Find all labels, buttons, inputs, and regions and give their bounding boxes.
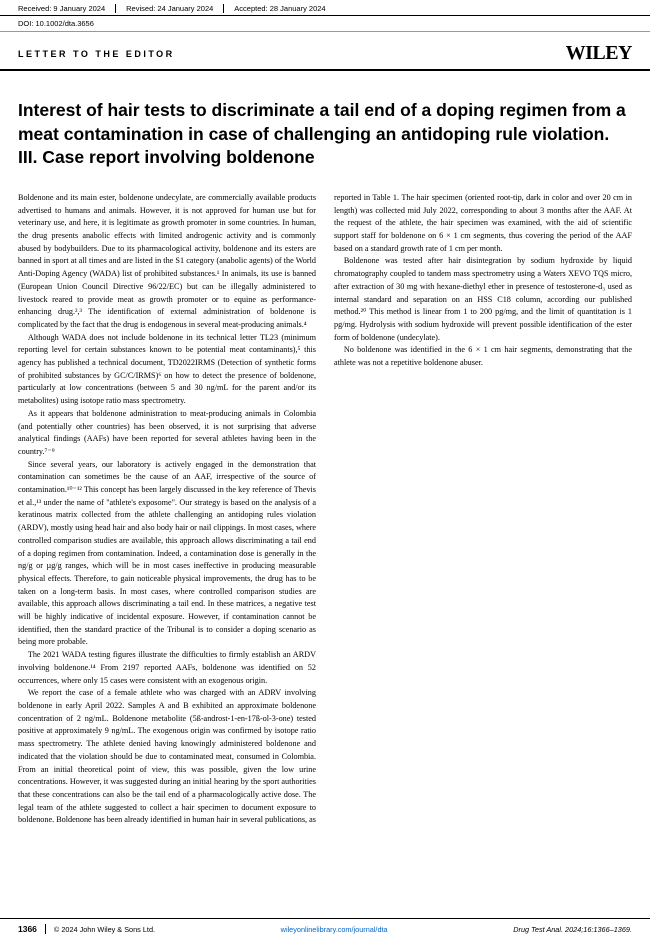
citation-text: Drug Test Anal. 2024;16:1366–1369. [513, 925, 632, 934]
page-number: 1366 [18, 924, 46, 934]
body-paragraph: Boldenone was tested after hair disinteg… [334, 255, 632, 344]
received-date: Received: 9 January 2024 [18, 4, 116, 13]
article-body: Boldenone and its main ester, boldenone … [0, 192, 650, 838]
body-paragraph: As it appears that boldenone administrat… [18, 408, 316, 459]
article-title: Interest of hair tests to discriminate a… [0, 71, 650, 192]
footer-left: 1366 © 2024 John Wiley & Sons Ltd. [18, 924, 155, 934]
body-paragraph: The 2021 WADA testing figures illustrate… [18, 649, 316, 687]
publisher-logo: WILEY [566, 42, 632, 65]
doi-line: DOI: 10.1002/dta.3656 [0, 16, 650, 32]
body-paragraph: Boldenone and its main ester, boldenone … [18, 192, 316, 332]
article-type-label: LETTER TO THE EDITOR [18, 49, 175, 59]
body-paragraph: No boldenone was identified in the 6 × 1… [334, 344, 632, 369]
article-dates-bar: Received: 9 January 2024 Revised: 24 Jan… [0, 0, 650, 16]
page-footer: 1366 © 2024 John Wiley & Sons Ltd. wiley… [0, 918, 650, 939]
copyright-text: © 2024 John Wiley & Sons Ltd. [54, 925, 155, 934]
body-paragraph: Since several years, our laboratory is a… [18, 459, 316, 650]
body-paragraph: Although WADA does not include boldenone… [18, 332, 316, 408]
accepted-date: Accepted: 28 January 2024 [234, 4, 335, 13]
journal-url[interactable]: wileyonlinelibrary.com/journal/dta [281, 925, 388, 934]
header-row: LETTER TO THE EDITOR WILEY [0, 32, 650, 71]
revised-date: Revised: 24 January 2024 [126, 4, 224, 13]
